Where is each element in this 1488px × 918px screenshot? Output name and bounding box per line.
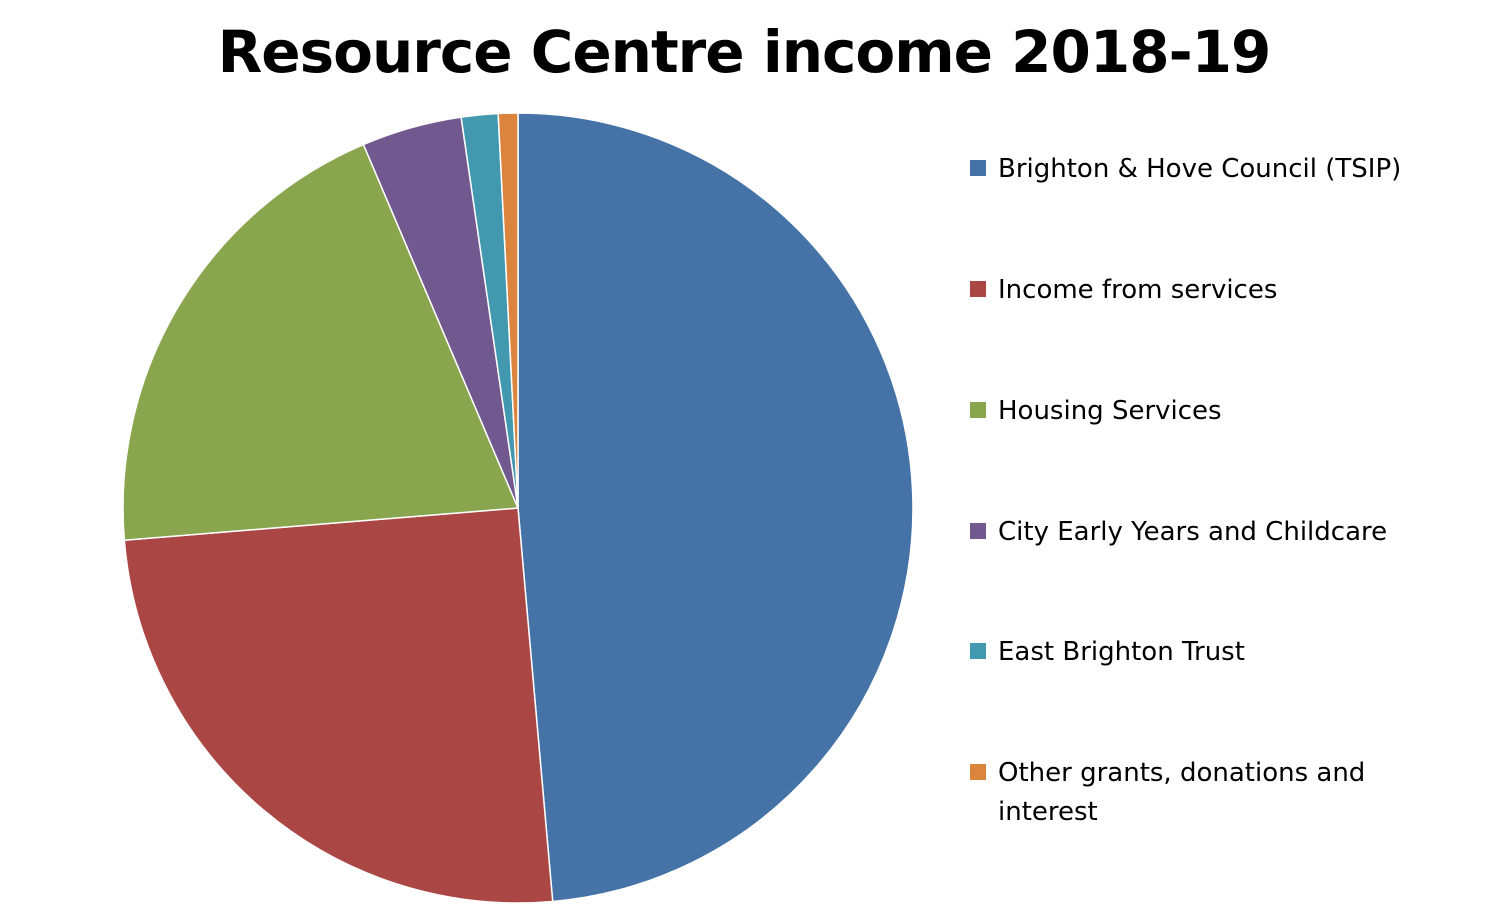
legend-label: East Brighton Trust [998, 637, 1245, 667]
pie-slice [497, 112, 519, 509]
legend-label: City Early Years and Childcare [998, 517, 1388, 547]
chart-title: Resource Centre income 2018-19 [217, 18, 1272, 86]
legend-swatch [970, 402, 986, 418]
legend-swatch [970, 160, 986, 176]
legend-item: Housing Services [970, 392, 1418, 431]
legend-label: Other grants, donations and interest [998, 758, 1366, 827]
legend-label: Income from services [998, 275, 1278, 305]
legend-label: Housing Services [998, 396, 1222, 426]
legend-item: Other grants, donations and interest [970, 754, 1378, 832]
legend-item: Income from services [970, 271, 1418, 310]
legend-label: Brighton & Hove Council (TSIP) [998, 154, 1402, 184]
legend-item: East Brighton Trust [970, 633, 1418, 672]
legend-swatch [970, 764, 986, 780]
legend-item: Brighton & Hove Council (TSIP) [970, 150, 1418, 189]
pie-slices [122, 112, 914, 904]
legend-swatch [970, 643, 986, 659]
legend-swatch [970, 281, 986, 297]
legend-swatch [970, 523, 986, 539]
pie-slice [122, 143, 519, 541]
pie-slice [123, 507, 554, 904]
legend-item: City Early Years and Childcare [970, 513, 1418, 552]
pie-slice [517, 112, 914, 903]
